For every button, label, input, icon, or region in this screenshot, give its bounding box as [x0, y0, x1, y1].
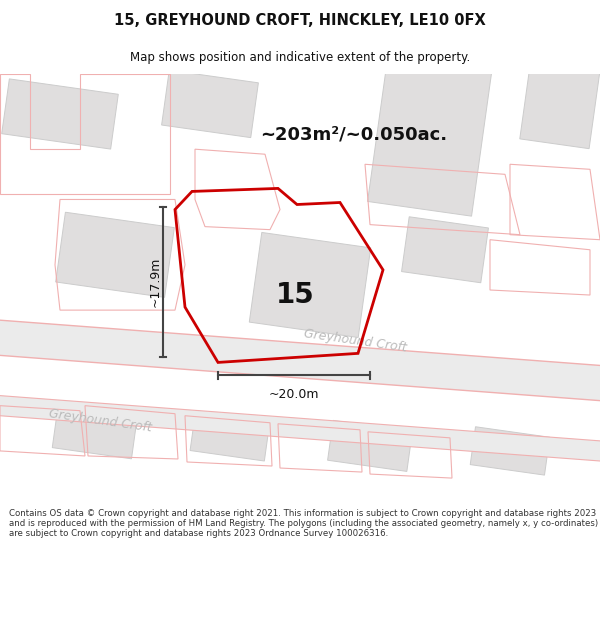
Text: ~203m²/~0.050ac.: ~203m²/~0.050ac.	[260, 125, 447, 143]
Text: ~17.9m: ~17.9m	[149, 257, 161, 307]
Polygon shape	[52, 402, 138, 459]
Polygon shape	[161, 70, 259, 138]
Polygon shape	[249, 232, 371, 338]
Polygon shape	[328, 421, 412, 471]
Text: 15, GREYHOUND CROFT, HINCKLEY, LE10 0FX: 15, GREYHOUND CROFT, HINCKLEY, LE10 0FX	[114, 13, 486, 28]
Text: Contains OS data © Crown copyright and database right 2021. This information is : Contains OS data © Crown copyright and d…	[9, 509, 598, 538]
Polygon shape	[470, 427, 550, 475]
Text: 15: 15	[275, 281, 314, 309]
Polygon shape	[0, 320, 600, 401]
Text: Greyhound Croft: Greyhound Croft	[303, 327, 407, 354]
Polygon shape	[56, 213, 175, 298]
Polygon shape	[401, 217, 488, 282]
Polygon shape	[2, 79, 118, 149]
Polygon shape	[520, 59, 600, 149]
Polygon shape	[190, 411, 270, 461]
Polygon shape	[0, 396, 600, 461]
Text: ~20.0m: ~20.0m	[269, 388, 319, 401]
Text: Map shows position and indicative extent of the property.: Map shows position and indicative extent…	[130, 51, 470, 64]
Polygon shape	[368, 52, 493, 216]
Text: Greyhound Croft: Greyhound Croft	[48, 407, 152, 434]
